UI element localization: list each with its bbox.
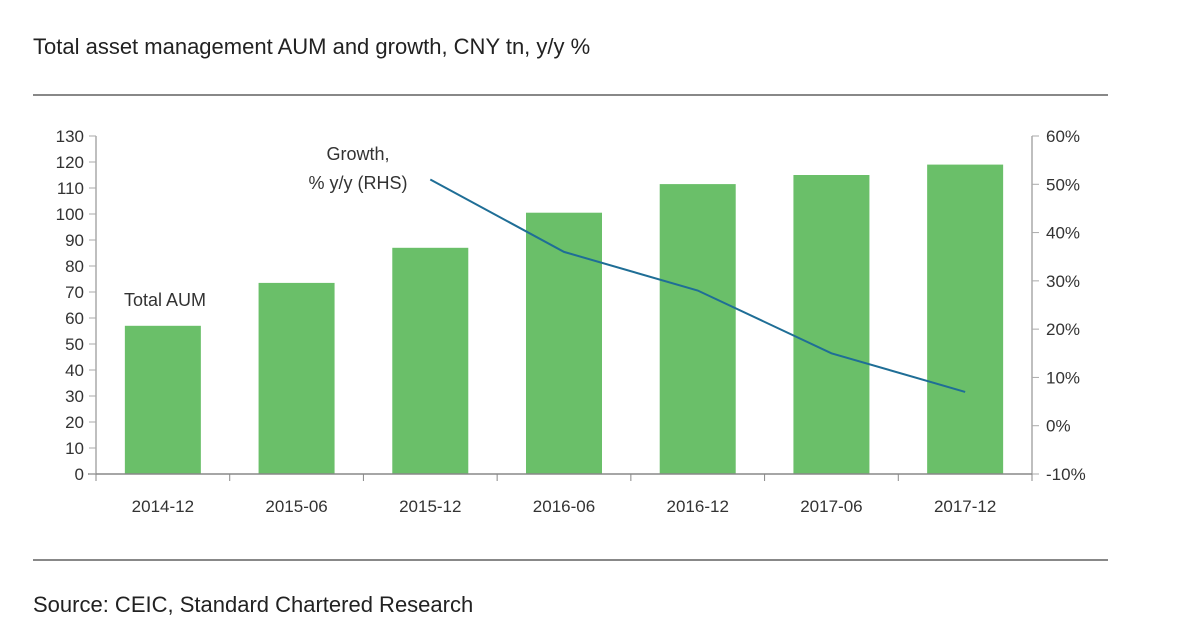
bar-2015-12 bbox=[392, 247, 469, 474]
left-tick-label: 70 bbox=[65, 283, 84, 302]
annotation-total-aum: Total AUM bbox=[124, 290, 206, 310]
left-tick-label: 20 bbox=[65, 413, 84, 432]
source-note: Source: CEIC, Standard Chartered Researc… bbox=[33, 592, 474, 617]
x-tick-label: 2015-06 bbox=[265, 497, 327, 516]
left-tick-label: 40 bbox=[65, 361, 84, 380]
left-tick-label: 10 bbox=[65, 439, 84, 458]
annotation-growth-2: % y/y (RHS) bbox=[309, 173, 408, 193]
left-tick-label: 0 bbox=[75, 465, 84, 484]
left-tick-label: 120 bbox=[56, 153, 84, 172]
left-tick-label: 50 bbox=[65, 335, 84, 354]
x-tick-label: 2017-06 bbox=[800, 497, 862, 516]
left-tick-label: 80 bbox=[65, 257, 84, 276]
right-tick-label: 0% bbox=[1046, 417, 1071, 436]
left-tick-label: 110 bbox=[57, 179, 84, 198]
bar-2016-06 bbox=[526, 212, 602, 474]
right-tick-label: 10% bbox=[1046, 368, 1080, 387]
bar-2016-12 bbox=[659, 184, 736, 474]
left-tick-label: 30 bbox=[65, 387, 84, 406]
left-tick-label: 60 bbox=[65, 309, 84, 328]
left-tick-label: 130 bbox=[56, 127, 84, 146]
chart-title: Total asset management AUM and growth, C… bbox=[33, 34, 591, 59]
top-divider bbox=[33, 94, 1108, 96]
right-tick-label: 60% bbox=[1046, 127, 1080, 146]
bar-2014-12 bbox=[124, 325, 201, 474]
x-tick-label: 2016-12 bbox=[667, 497, 729, 516]
right-tick-label: 30% bbox=[1046, 272, 1080, 291]
x-tick-label: 2017-12 bbox=[934, 497, 996, 516]
bar-2017-12 bbox=[927, 164, 1004, 474]
bar-2015-06 bbox=[258, 282, 335, 474]
x-tick-label: 2016-06 bbox=[533, 497, 595, 516]
bar-2017-06 bbox=[793, 175, 870, 474]
bottom-divider bbox=[33, 559, 1108, 561]
right-tick-label: 20% bbox=[1046, 320, 1080, 339]
right-tick-label: -10% bbox=[1046, 465, 1086, 484]
right-tick-label: 50% bbox=[1046, 175, 1080, 194]
x-tick-label: 2015-12 bbox=[399, 497, 461, 516]
annotation-growth-1: Growth, bbox=[326, 144, 389, 164]
right-tick-label: 40% bbox=[1046, 224, 1080, 243]
x-tick-label: 2014-12 bbox=[132, 497, 194, 516]
left-tick-label: 100 bbox=[56, 205, 84, 224]
left-tick-label: 90 bbox=[65, 231, 84, 250]
